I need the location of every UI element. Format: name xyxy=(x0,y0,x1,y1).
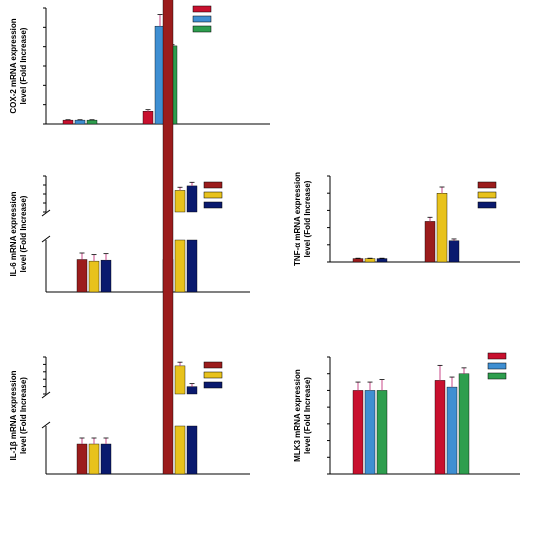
axis-break-mark xyxy=(41,391,51,399)
y-axis-label: level (Fold Increase) xyxy=(19,195,28,272)
bar xyxy=(76,259,88,293)
bar xyxy=(364,258,376,263)
chart-panel-c: TNF-α mRNA expression level (Fold Increas… xyxy=(293,172,520,266)
bar xyxy=(174,239,186,293)
bar xyxy=(174,190,186,213)
y-axis-label: TNF-α mRNA expression xyxy=(293,172,302,266)
bar xyxy=(458,373,470,475)
chart-panel-d: IL-1β mRNA expression level (Fold Increas… xyxy=(9,0,250,475)
bar xyxy=(376,390,388,475)
y-axis-label: IL-1β mRNA expression xyxy=(9,370,18,460)
legend-swatch xyxy=(192,25,212,33)
bar xyxy=(100,443,112,475)
y-axis-label: MLK3 mRNA expression xyxy=(293,369,302,462)
bar xyxy=(62,119,74,125)
legend-swatch xyxy=(192,5,212,13)
bar xyxy=(186,425,198,475)
bar xyxy=(352,258,364,263)
bar xyxy=(352,390,364,475)
bar xyxy=(364,390,376,475)
bar xyxy=(186,185,198,213)
legend-swatch xyxy=(203,181,223,189)
y-axis-label: level (Fold Increase) xyxy=(303,180,312,257)
legend-swatch xyxy=(203,361,223,369)
y-axis-label: COX-2 mRNA expression xyxy=(9,18,18,113)
bar xyxy=(174,365,186,395)
bar xyxy=(76,443,88,475)
bar xyxy=(142,111,154,125)
bar xyxy=(434,380,446,475)
bar xyxy=(436,192,448,263)
legend-swatch xyxy=(192,15,212,23)
axis-break-mark xyxy=(41,209,51,217)
legend-swatch xyxy=(487,372,507,380)
bar xyxy=(424,221,436,263)
bar xyxy=(376,258,388,263)
chart-panel-e: MLK3 mRNA expression level (Fold Increase… xyxy=(293,352,520,475)
chart-panel-a: COX-2 mRNA expression level (Fold Increas… xyxy=(9,5,270,125)
bar xyxy=(186,386,198,395)
legend-swatch xyxy=(477,191,497,199)
bar xyxy=(88,443,100,475)
bar xyxy=(74,119,86,125)
bar xyxy=(448,240,460,263)
bar xyxy=(100,259,112,293)
y-axis-label: IL-6 mRNA expression xyxy=(9,191,18,276)
y-axis-label: level (Fold Increase) xyxy=(303,377,312,454)
legend-swatch xyxy=(203,191,223,199)
y-axis-label: level (Fold Increase) xyxy=(19,377,28,454)
y-axis-label: level (Fold Increase) xyxy=(19,27,28,104)
legend-swatch xyxy=(477,201,497,209)
bar xyxy=(446,386,458,475)
axis-break-mark xyxy=(41,421,51,429)
legend-swatch xyxy=(203,201,223,209)
legend-swatch xyxy=(487,352,507,360)
legend-swatch xyxy=(477,181,497,189)
bar xyxy=(88,260,100,293)
chart-panel-b: IL-6 mRNA expression level (Fold Increase… xyxy=(9,175,250,293)
legend-swatch xyxy=(487,362,507,370)
bar xyxy=(86,119,98,125)
legend-swatch xyxy=(203,371,223,379)
legend-swatch xyxy=(203,381,223,389)
bar xyxy=(174,425,186,475)
axis-break-mark xyxy=(41,235,51,243)
bar xyxy=(186,239,198,293)
bar xyxy=(162,0,174,475)
